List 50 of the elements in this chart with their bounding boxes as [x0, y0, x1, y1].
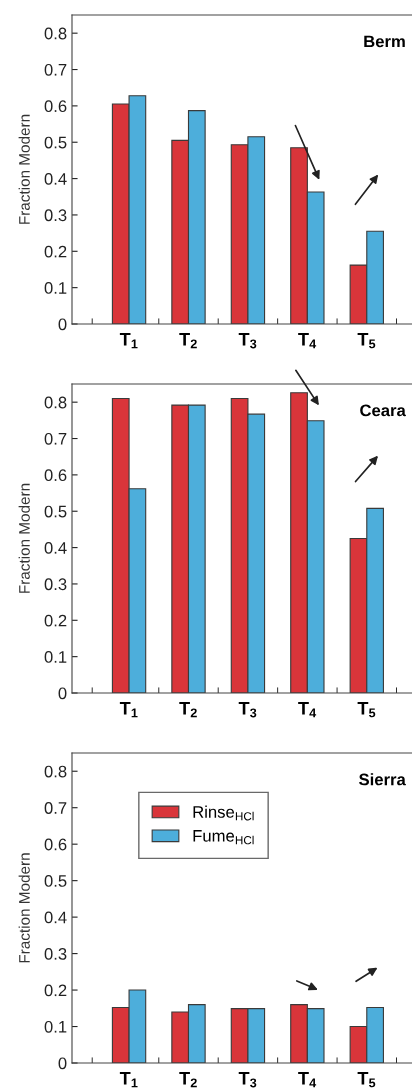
y-tick-label: 0.3	[44, 209, 67, 222]
y-tick-label: 0.4	[44, 172, 67, 185]
x-tick-label: T$_{3}$	[238, 701, 257, 718]
y-tick-label: 0.4	[44, 541, 67, 554]
y-tick-label: 0.8	[44, 765, 67, 778]
x-tick-label: T$_{5}$	[357, 1071, 376, 1088]
y-tick-label: 0.1	[44, 651, 67, 663]
x-tick-label: T$_{2}$	[179, 1071, 197, 1088]
x-tick-label: T$_{2}$	[179, 701, 197, 718]
y-axis-title: Fraction Modern	[18, 853, 30, 963]
y-tick-label: 0.1	[44, 282, 67, 294]
y-tick-label: 0.7	[44, 802, 67, 814]
y-tick-label: 0.2	[44, 245, 67, 258]
y-axis-title: Fraction Modern	[18, 483, 30, 593]
text: Berm	[364, 35, 405, 48]
y-tick-label: 0.8	[44, 396, 67, 409]
text: Sierra	[359, 773, 406, 786]
y-tick-label: 0.2	[44, 614, 67, 627]
x-tick-label: T$_{4}$	[298, 332, 317, 349]
x-tick-label: T$_{1}$	[119, 701, 138, 718]
y-tick-label: 0.7	[44, 432, 67, 445]
y-tick-label: 0.3	[44, 947, 67, 960]
y-tick-label: 0	[58, 318, 67, 331]
x-tick-label: T$_{3}$	[238, 1071, 257, 1088]
y-tick-label: 0.8	[44, 27, 67, 40]
x-tick-label: T$_{4}$	[298, 701, 317, 718]
y-tick-label: 0.1	[44, 1020, 67, 1033]
y-tick-label: 0.7	[44, 63, 67, 76]
x-tick-label: T$_{3}$	[238, 332, 257, 349]
y-tick-label: 0.5	[44, 875, 67, 887]
y-tick-label: 0	[58, 1057, 67, 1070]
x-tick-label: T$_{5}$	[357, 332, 376, 349]
x-tick-label: T$_{2}$	[179, 332, 197, 349]
x-tick-label: T$_{4}$	[298, 1071, 317, 1088]
y-tick-label: 0.5	[44, 136, 67, 149]
x-tick-label: T$_{1}$	[119, 332, 138, 349]
y-tick-label: 0.5	[44, 505, 67, 518]
y-axis-title: Fraction Modern	[18, 114, 30, 224]
legend-label: Rinse$_{HCl}$	[193, 805, 254, 821]
y-tick-label: 0.6	[44, 469, 67, 482]
y-tick-label: 0.6	[44, 838, 67, 851]
legend-label: Fume$_{HCl}$	[193, 830, 254, 845]
y-tick-label: 0.6	[44, 100, 67, 113]
x-tick-label: T$_{5}$	[357, 701, 376, 718]
text: Ceara	[360, 404, 406, 417]
y-tick-label: 0	[58, 687, 67, 700]
x-tick-label: T$_{1}$	[119, 1071, 138, 1088]
y-tick-label: 0.4	[44, 911, 67, 924]
y-tick-label: 0.3	[44, 578, 67, 591]
y-tick-label: 0.2	[44, 984, 67, 997]
